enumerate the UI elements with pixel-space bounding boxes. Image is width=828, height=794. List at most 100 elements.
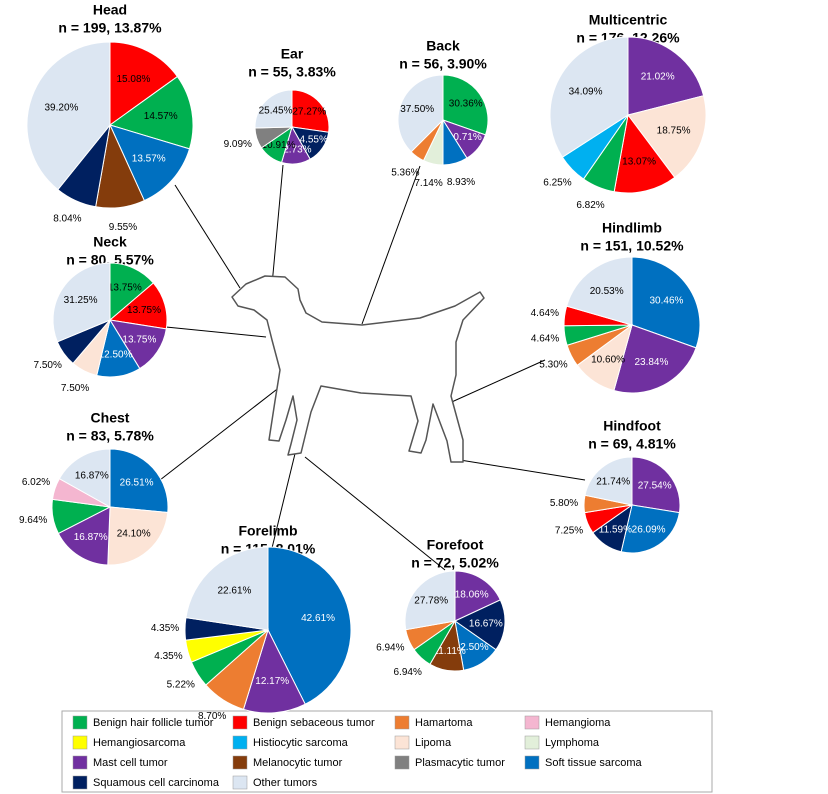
- dog-silhouette: [231, 275, 485, 463]
- legend-label: Hemangioma: [545, 717, 611, 729]
- pie-chart: Head n = 199, 13.87% 15.08% 14.57% 13.57% 9.5…: [26, 2, 194, 233]
- value-label: 4.35%: [154, 651, 182, 662]
- value-label: 12.50%: [455, 642, 489, 653]
- legend-label: Lipoma: [415, 737, 452, 749]
- value-label: 13.07%: [622, 157, 656, 168]
- pie-chart: Chest n = 83, 5.78% 26.51% 24.10% 16.87% 9.64…: [19, 410, 169, 566]
- pie-slice: [267, 546, 352, 705]
- pie-chart: Ear n = 55, 3.83% 27.27% 14.55%12.73%10.91%…: [224, 46, 336, 165]
- value-label: 25.45%: [259, 106, 293, 117]
- value-label: 18.06%: [455, 589, 489, 600]
- value-label: 5.30%: [539, 359, 567, 370]
- legend-swatch: [72, 735, 88, 750]
- legend-label: Benign hair follicle tumor: [93, 717, 214, 729]
- pie-subtitle: n = 83, 5.78%: [66, 428, 154, 444]
- connector: [271, 164, 284, 286]
- legend-swatch: [524, 715, 540, 730]
- value-label: 39.20%: [45, 103, 79, 114]
- connector: [304, 456, 446, 571]
- legend-label: Melanocytic tumor: [253, 757, 343, 769]
- legend-swatch: [72, 715, 88, 730]
- pie-slice: [57, 506, 111, 566]
- pie-slice: [454, 599, 506, 651]
- value-label: 10.71%: [448, 132, 482, 143]
- pie-title: Forefoot: [427, 537, 484, 553]
- value-label: 6.94%: [376, 642, 404, 653]
- connector: [459, 459, 586, 481]
- legend-label: Mast cell tumor: [93, 757, 168, 769]
- value-label: 42.61%: [301, 613, 335, 624]
- value-label: 31.25%: [64, 295, 98, 306]
- value-label: 18.75%: [657, 126, 691, 137]
- pie-slice: [631, 256, 701, 349]
- legend-label: Benign sebaceous tumor: [253, 717, 375, 729]
- value-label: 15.08%: [117, 74, 151, 85]
- value-label: 16.67%: [469, 618, 503, 629]
- pie-slice: [107, 506, 169, 566]
- value-label: 7.14%: [414, 178, 442, 189]
- value-label: 5.22%: [167, 679, 195, 690]
- legend-swatch: [232, 715, 248, 730]
- value-label: 26.51%: [120, 477, 154, 488]
- value-label: 4.35%: [151, 623, 179, 634]
- pie-slice: [109, 124, 191, 202]
- value-label: 13.57%: [132, 154, 166, 165]
- value-label: 12.50%: [99, 350, 133, 361]
- value-label: 8.93%: [447, 177, 475, 188]
- pie-title: Head: [93, 2, 127, 18]
- value-label: 30.46%: [649, 295, 683, 306]
- value-label: 7.50%: [34, 360, 62, 371]
- pie-title: Back: [426, 38, 460, 54]
- value-label: 6.82%: [576, 200, 604, 211]
- value-label: 21.74%: [596, 477, 630, 488]
- value-label: 10.91%: [262, 140, 296, 151]
- pie-title: Ear: [281, 46, 304, 62]
- value-label: 26.09%: [632, 524, 666, 535]
- value-label: 9.09%: [224, 139, 252, 150]
- legend-swatch: [394, 715, 410, 730]
- pie-slice: [454, 570, 501, 622]
- pie-title: Chest: [91, 410, 130, 426]
- pie-subtitle: n = 69, 4.81%: [588, 436, 676, 452]
- legend-swatch: [72, 755, 88, 770]
- pie-title: Forelimb: [238, 523, 297, 539]
- pie-slice: [613, 113, 676, 194]
- pie-slice: [442, 74, 489, 136]
- value-label: 27.27%: [292, 107, 326, 118]
- value-label: 5.36%: [391, 168, 419, 179]
- legend-swatch: [232, 775, 248, 790]
- pie-slice: [397, 74, 444, 153]
- pie-slice: [254, 89, 293, 129]
- value-label: 6.94%: [394, 667, 422, 678]
- value-label: 4.64%: [531, 333, 559, 344]
- pie-slice: [627, 36, 705, 116]
- legend: Benign hair follicle tumor Benign sebaceo…: [72, 715, 642, 790]
- value-label: 34.09%: [569, 86, 603, 97]
- value-label: 13.75%: [122, 334, 156, 345]
- legend-swatch: [232, 735, 248, 750]
- pie-slice: [627, 95, 707, 179]
- pie-subtitle: n = 55, 3.83%: [248, 64, 336, 80]
- pie-slice: [549, 36, 629, 158]
- pie-subtitle: n = 151, 10.52%: [580, 238, 684, 254]
- connector: [165, 326, 267, 338]
- legend-label: Soft tissue sarcoma: [545, 757, 642, 769]
- pie-slice: [58, 448, 111, 508]
- pie-subtitle: n = 199, 13.87%: [58, 20, 162, 36]
- pie-slice: [242, 628, 306, 714]
- connectors: [159, 164, 586, 571]
- value-label: 7.25%: [555, 525, 583, 536]
- value-label: 9.64%: [19, 515, 47, 526]
- legend-label: Hemangiosarcoma: [93, 737, 186, 749]
- value-label: 37.50%: [400, 104, 434, 115]
- value-label: 13.75%: [108, 283, 142, 294]
- legend-label: Histiocytic sarcoma: [253, 737, 349, 749]
- value-label: 6.02%: [22, 477, 50, 488]
- legend-label: Squamous cell carcinoma: [93, 777, 220, 789]
- pie-subtitle: n = 80, 5.57%: [66, 252, 154, 268]
- value-label: 11.59%: [599, 524, 632, 535]
- value-label: 23.84%: [634, 357, 668, 368]
- pie-chart: Back n = 56, 3.90% 30.36% 10.71% 8.93% 7.14%5…: [391, 38, 489, 189]
